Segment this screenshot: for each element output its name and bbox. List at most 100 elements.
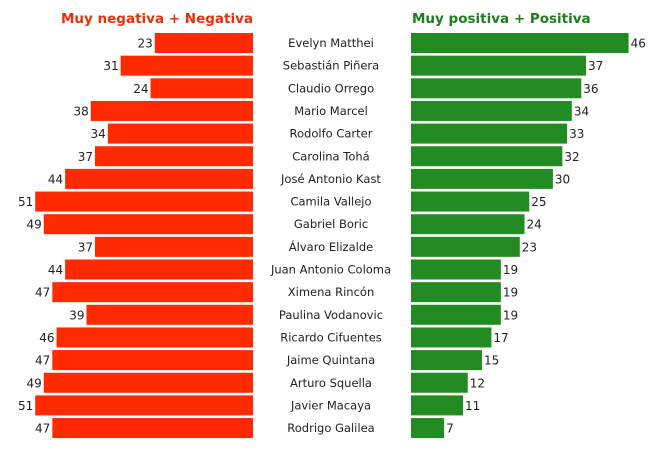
- positive-bar: [411, 100, 572, 121]
- negative-data-label: 37: [78, 240, 93, 254]
- positive-bar: [411, 350, 482, 371]
- category-label: Ricardo Cifuentes: [280, 330, 382, 344]
- negative-data-label: 44: [48, 172, 63, 186]
- chart-row: 38 Mario Marcel 34: [73, 100, 589, 121]
- negative-data-label: 46: [39, 331, 54, 345]
- positive-data-label: 23: [522, 240, 537, 254]
- chart-row: 44 José Antonio Kast 30: [48, 168, 570, 189]
- negative-bar: [52, 350, 254, 371]
- category-label: Carolina Tohá: [292, 149, 369, 163]
- positive-bar: [411, 123, 568, 144]
- negative-bar: [107, 123, 253, 144]
- chart-row: 39 Paulina Vodanovic 19: [69, 304, 518, 325]
- negative-bar: [120, 55, 253, 76]
- negative-data-label: 39: [69, 308, 84, 322]
- chart-row: 44 Juan Antonio Coloma 19: [48, 259, 518, 280]
- positive-data-label: 19: [503, 263, 518, 277]
- positive-bar: [411, 146, 563, 167]
- chart-row: 49 Arturo Squella 12: [26, 372, 485, 393]
- negative-bar: [52, 282, 254, 303]
- negative-data-label: 24: [133, 82, 148, 96]
- positive-data-label: 17: [493, 331, 508, 345]
- negative-bar: [65, 259, 254, 280]
- positive-data-label: 15: [484, 354, 499, 368]
- negative-data-label: 47: [35, 354, 50, 368]
- positive-bar: [411, 33, 629, 53]
- chart-row: 47 Jaime Quintana 15: [35, 350, 499, 371]
- positive-bar: [411, 236, 520, 257]
- positive-data-label: 19: [503, 286, 518, 300]
- positive-bar: [411, 304, 501, 325]
- negative-bar: [43, 214, 253, 235]
- positive-data-label: 12: [470, 376, 485, 390]
- positive-bar: [411, 214, 525, 235]
- positive-data-label: 37: [588, 59, 603, 73]
- negative-data-label: 47: [35, 286, 50, 300]
- positive-data-label: 30: [555, 172, 570, 186]
- negative-data-label: 34: [91, 127, 106, 141]
- positive-bar: [411, 282, 501, 303]
- category-label: Gabriel Boric: [294, 217, 368, 231]
- category-label: Javier Macaya: [290, 398, 371, 412]
- negative-data-label: 38: [73, 104, 88, 118]
- chart-row: 37 Álvaro Elizalde 23: [78, 236, 537, 257]
- negative-data-label: 49: [26, 218, 41, 232]
- category-label: Sebastián Piñera: [283, 59, 379, 73]
- negative-data-label: 49: [26, 376, 41, 390]
- negative-data-label: 31: [103, 59, 118, 73]
- category-label: Jaime Quintana: [286, 353, 375, 367]
- negative-bar: [56, 327, 253, 348]
- negative-bar: [43, 372, 253, 393]
- chart-row: 34 Rodolfo Carter 33: [91, 123, 584, 144]
- positive-series-title: Muy positiva + Positiva: [412, 11, 591, 27]
- category-label: Juan Antonio Coloma: [270, 263, 391, 277]
- category-label: Rodrigo Galilea: [287, 421, 374, 435]
- negative-data-label: 47: [35, 422, 50, 436]
- positive-bar: [411, 259, 501, 280]
- negative-bar: [90, 100, 254, 121]
- positive-bar: [411, 395, 464, 416]
- category-label: Ximena Rincón: [288, 285, 374, 299]
- category-label: Camila Vallejo: [290, 195, 371, 209]
- category-label: Rodolfo Carter: [290, 127, 373, 141]
- chart-row: 37 Carolina Tohá 32: [78, 146, 580, 167]
- positive-data-label: 24: [527, 218, 542, 232]
- negative-bar: [95, 146, 253, 167]
- chart-row: 47 Ximena Rincón 19: [35, 282, 518, 303]
- chart-row: 24 Claudio Orrego 36: [133, 78, 599, 99]
- positive-data-label: 46: [631, 37, 646, 51]
- positive-bar: [411, 418, 445, 439]
- chart-row: 49 Gabriel Boric 24: [26, 214, 542, 235]
- category-label: Arturo Squella: [290, 376, 372, 390]
- negative-data-label: 44: [48, 263, 63, 277]
- positive-data-label: 19: [503, 308, 518, 322]
- category-label: José Antonio Kast: [280, 172, 381, 186]
- positive-data-label: 34: [574, 104, 589, 118]
- positive-data-label: 11: [465, 399, 480, 413]
- positive-bar: [411, 78, 582, 99]
- positive-bar: [411, 372, 468, 393]
- negative-data-label: 37: [78, 150, 93, 164]
- positive-bar: [411, 55, 587, 76]
- negative-series-title: Muy negativa + Negativa: [61, 11, 253, 27]
- positive-data-label: 33: [569, 127, 584, 141]
- negative-bar: [35, 395, 254, 416]
- negative-data-label: 23: [138, 37, 153, 51]
- category-label: Álvaro Elizalde: [289, 239, 373, 254]
- negative-bar: [150, 78, 253, 99]
- category-label: Evelyn Matthei: [288, 36, 374, 50]
- negative-bar: [35, 191, 254, 212]
- negative-bar: [95, 236, 253, 257]
- positive-data-label: 25: [531, 195, 546, 209]
- positive-data-label: 36: [583, 82, 598, 96]
- positive-bar: [411, 327, 492, 348]
- negative-data-label: 51: [18, 195, 33, 209]
- category-label: Mario Marcel: [294, 104, 368, 118]
- positive-bar: [411, 168, 553, 189]
- chart-row: 47 Rodrigo Galilea 7: [35, 418, 454, 439]
- negative-bar: [86, 304, 253, 325]
- positive-data-label: 7: [446, 422, 454, 436]
- positive-data-label: 32: [564, 150, 579, 164]
- category-label: Paulina Vodanovic: [279, 308, 383, 322]
